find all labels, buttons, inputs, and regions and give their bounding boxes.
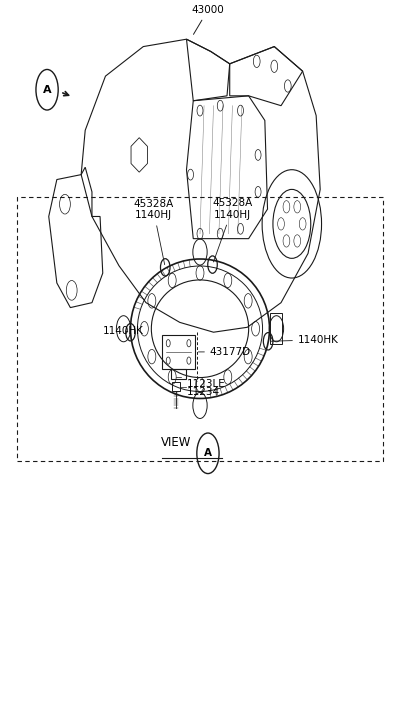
Text: A: A xyxy=(204,449,212,458)
Text: 43177D: 43177D xyxy=(198,347,251,357)
Text: 1140HK: 1140HK xyxy=(103,326,144,336)
Text: 1123LE: 1123LE xyxy=(187,379,226,389)
Bar xyxy=(162,334,195,369)
Text: VIEW: VIEW xyxy=(161,436,191,449)
Bar xyxy=(17,197,383,461)
Text: 1140HK: 1140HK xyxy=(271,335,339,345)
Text: A: A xyxy=(43,85,51,95)
Text: 43000: 43000 xyxy=(192,5,224,34)
Bar xyxy=(270,313,282,344)
Bar xyxy=(172,382,180,391)
Text: 45328A
1140HJ: 45328A 1140HJ xyxy=(133,198,174,265)
Text: 11234: 11234 xyxy=(187,387,220,398)
Text: 45328A
1140HJ: 45328A 1140HJ xyxy=(212,198,252,262)
